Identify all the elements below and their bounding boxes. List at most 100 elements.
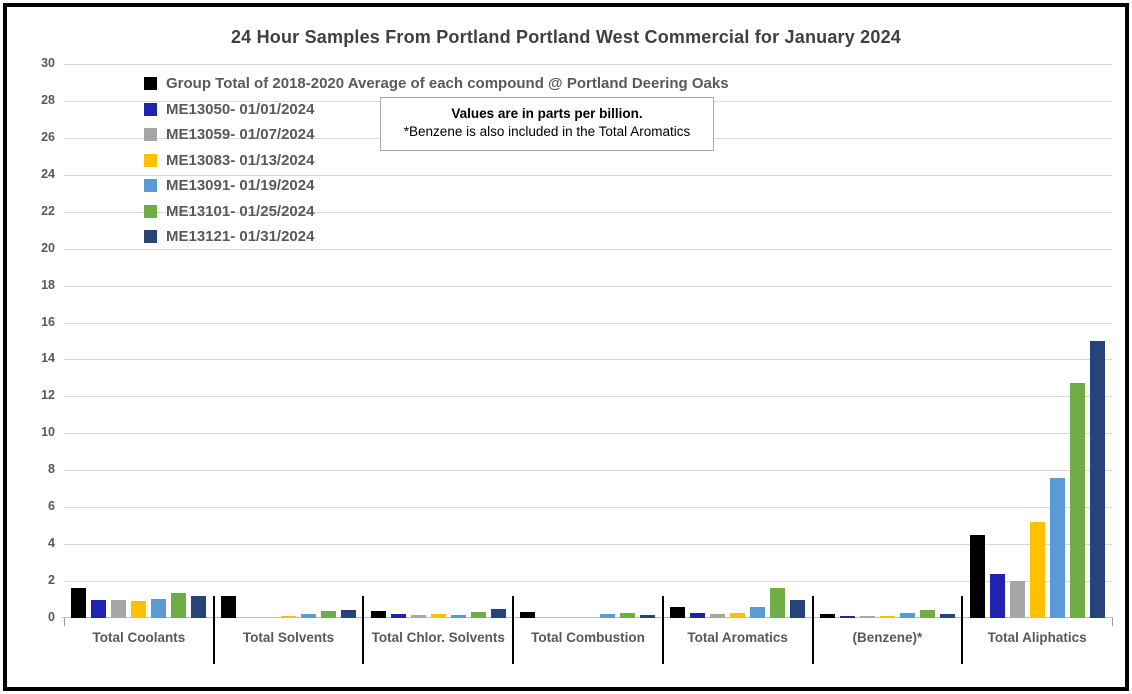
gridline — [64, 359, 1112, 361]
x-category-label: Total Coolants — [92, 630, 186, 645]
bar-group — [513, 64, 663, 618]
annotation-box: Values are in parts per billion. *Benzen… — [380, 97, 714, 151]
legend-swatch — [144, 102, 157, 116]
legend-item: ME13091- 01/19/2024 — [144, 173, 729, 199]
y-tick-label: 20 — [41, 240, 55, 255]
y-tick-label: 24 — [41, 166, 55, 181]
bar — [520, 612, 536, 618]
bar — [879, 616, 895, 618]
bar-group — [813, 64, 963, 618]
chart-title: 24 Hour Samples From Portland Portland W… — [230, 27, 902, 47]
y-tick-label: 4 — [48, 536, 55, 551]
legend-item-label: ME13091- 01/19/2024 — [166, 177, 315, 195]
bar — [281, 616, 297, 618]
bar — [1089, 341, 1105, 618]
gridline — [64, 248, 1112, 250]
y-tick-label: 6 — [48, 499, 55, 514]
x-category-label: Total Aromatics — [687, 630, 788, 645]
bar — [839, 616, 855, 618]
bar — [131, 601, 147, 618]
y-tick-label: 12 — [41, 388, 55, 403]
legend-item-label: ME13059- 01/07/2024 — [166, 126, 315, 144]
bar — [859, 616, 875, 618]
bar — [1069, 383, 1085, 618]
bar — [191, 595, 207, 618]
annotation-line-1: Values are in parts per billion. — [451, 106, 643, 121]
y-tick-label: 0 — [48, 610, 55, 624]
bar — [1049, 477, 1065, 618]
bar-group — [363, 64, 513, 618]
bar-group — [663, 64, 813, 618]
y-tick-label: 28 — [41, 92, 55, 107]
bar — [819, 614, 835, 618]
gridline — [64, 396, 1112, 398]
gridline — [64, 174, 1112, 176]
legend-swatch — [144, 77, 157, 91]
bar-group — [214, 64, 364, 618]
gridline — [64, 285, 1112, 287]
bar — [939, 614, 955, 618]
y-tick-label: 22 — [41, 203, 55, 218]
bar — [730, 613, 746, 618]
bar — [1029, 521, 1045, 618]
bar-group — [962, 64, 1112, 618]
category-separator — [661, 596, 664, 664]
bar — [450, 615, 466, 618]
gridline — [64, 544, 1112, 546]
gridline — [64, 433, 1112, 435]
category-separator — [512, 596, 515, 664]
bar — [899, 613, 915, 618]
y-tick-label: 10 — [41, 425, 55, 440]
legend-swatch — [144, 230, 157, 244]
bar — [301, 614, 317, 618]
bar — [989, 573, 1005, 618]
bar — [221, 595, 237, 618]
bar-group — [64, 64, 214, 618]
bar — [1009, 581, 1025, 618]
y-tick-label: 30 — [41, 56, 55, 70]
y-tick-label: 16 — [41, 314, 55, 329]
x-category-label: Total Chlor. Solvents — [371, 630, 505, 645]
x-category-label: Total Combustion — [531, 630, 645, 645]
y-tick-label: 14 — [41, 351, 55, 366]
bar — [430, 614, 446, 618]
bar — [171, 593, 187, 618]
annotation-line-2: *Benzene is also included in the Total A… — [403, 124, 691, 139]
legend-item: Group Total of 2018-2020 Average of each… — [144, 71, 729, 97]
category-separator — [961, 596, 964, 664]
y-tick-label: 26 — [41, 129, 55, 144]
bar — [710, 614, 726, 618]
y-tick-label: 2 — [48, 573, 55, 588]
bar — [770, 588, 786, 618]
chart-frame: 24 Hour Samples From Portland Portland W… — [3, 3, 1129, 691]
gridline — [64, 211, 1112, 213]
bar — [620, 613, 636, 618]
legend-item: ME13083- 01/13/2024 — [144, 148, 729, 174]
bar — [969, 534, 985, 618]
bar — [690, 613, 706, 618]
y-tick-label: 8 — [48, 462, 55, 477]
bar — [640, 615, 656, 618]
bar — [370, 610, 386, 618]
y-tick-label: 18 — [41, 277, 55, 292]
x-axis-line — [62, 617, 1113, 618]
bar — [71, 588, 87, 618]
legend-item-label: ME13121- 01/31/2024 — [166, 228, 315, 246]
category-separator — [212, 596, 215, 664]
bar — [111, 599, 127, 618]
legend-item: ME13059- 01/07/2024 — [144, 122, 729, 148]
legend-item-label: ME13050- 01/01/2024 — [166, 100, 315, 118]
legend-swatch — [144, 153, 157, 167]
bar — [321, 610, 337, 618]
x-category-label: Total Aliphatics — [987, 630, 1087, 645]
legend-item: ME13050- 01/01/2024 — [144, 97, 729, 123]
bar — [790, 599, 806, 618]
bar — [341, 609, 357, 618]
legend-item-label: Group Total of 2018-2020 Average of each… — [166, 75, 729, 93]
legend-item-label: ME13101- 01/25/2024 — [166, 202, 315, 220]
gridline — [64, 581, 1112, 583]
gridline — [64, 507, 1112, 509]
legend-swatch — [144, 128, 157, 142]
bar — [390, 614, 406, 618]
